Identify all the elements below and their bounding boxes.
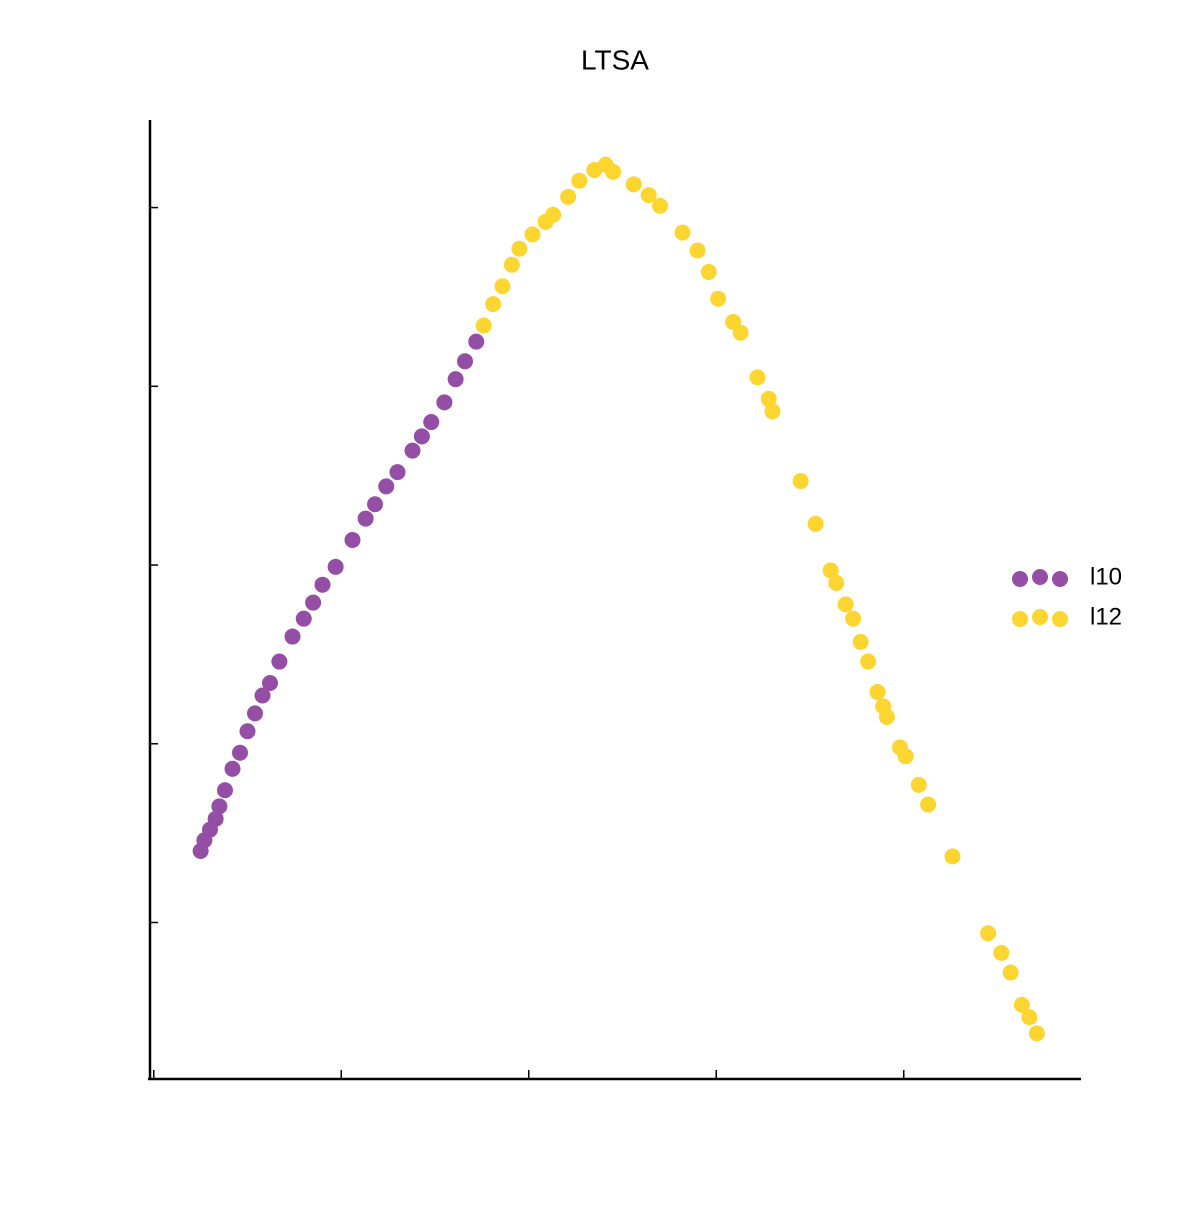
- point: [560, 188, 577, 205]
- point: [494, 278, 511, 295]
- point: [295, 610, 312, 627]
- point: [993, 944, 1010, 961]
- point: [869, 683, 886, 700]
- point: [447, 371, 464, 388]
- point: [1013, 996, 1030, 1013]
- legend-marker: [1032, 569, 1048, 585]
- point: [700, 263, 717, 280]
- point: [468, 333, 485, 350]
- point: [305, 594, 322, 611]
- legend-marker: [1052, 611, 1068, 627]
- point: [837, 596, 854, 613]
- point: [217, 782, 233, 799]
- point: [764, 403, 781, 420]
- point: [327, 558, 344, 575]
- point: [314, 576, 331, 593]
- point: [485, 296, 502, 313]
- point: [1021, 1009, 1038, 1026]
- point: [271, 653, 288, 670]
- point: [689, 242, 706, 259]
- point: [1002, 964, 1019, 981]
- point: [413, 428, 430, 445]
- point: [910, 776, 927, 793]
- point: [232, 744, 248, 761]
- point: [207, 810, 224, 827]
- point: [389, 464, 406, 481]
- point: [828, 574, 845, 591]
- point: [211, 798, 228, 815]
- legend-marker: [1052, 571, 1068, 587]
- point: [224, 760, 241, 777]
- point: [625, 176, 642, 193]
- point: [423, 414, 440, 431]
- point: [852, 633, 869, 650]
- point: [807, 515, 824, 532]
- point: [254, 687, 271, 704]
- legend-label: l10: [1090, 563, 1122, 590]
- point: [897, 748, 914, 765]
- legend-marker: [1032, 609, 1048, 625]
- point: [878, 708, 895, 725]
- point: [524, 226, 541, 243]
- point: [674, 224, 691, 241]
- point: [404, 442, 421, 459]
- point: [262, 675, 278, 692]
- point: [284, 628, 301, 645]
- point: [860, 653, 877, 670]
- point: [760, 390, 777, 407]
- point: [944, 848, 961, 865]
- point: [503, 256, 520, 273]
- point: [545, 206, 562, 223]
- point: [749, 369, 766, 386]
- point: [571, 172, 588, 189]
- chart-title: LTSA: [581, 44, 649, 75]
- point: [1028, 1025, 1045, 1042]
- point: [475, 317, 492, 334]
- point: [710, 290, 727, 307]
- point: [845, 610, 862, 627]
- point: [920, 796, 937, 813]
- point: [247, 705, 263, 722]
- point: [822, 562, 839, 579]
- point: [732, 324, 749, 341]
- point: [344, 532, 361, 549]
- legend-marker: [1012, 611, 1028, 627]
- point: [652, 197, 668, 214]
- point: [792, 473, 809, 490]
- point: [511, 240, 528, 257]
- point: [605, 163, 622, 180]
- point: [367, 496, 383, 513]
- legend-marker: [1012, 571, 1028, 587]
- point: [436, 394, 453, 411]
- point: [378, 478, 395, 495]
- point: [457, 353, 473, 370]
- legend-label: l12: [1090, 603, 1122, 630]
- point: [980, 925, 997, 942]
- point: [239, 723, 256, 740]
- point: [357, 510, 374, 527]
- point: [640, 187, 657, 204]
